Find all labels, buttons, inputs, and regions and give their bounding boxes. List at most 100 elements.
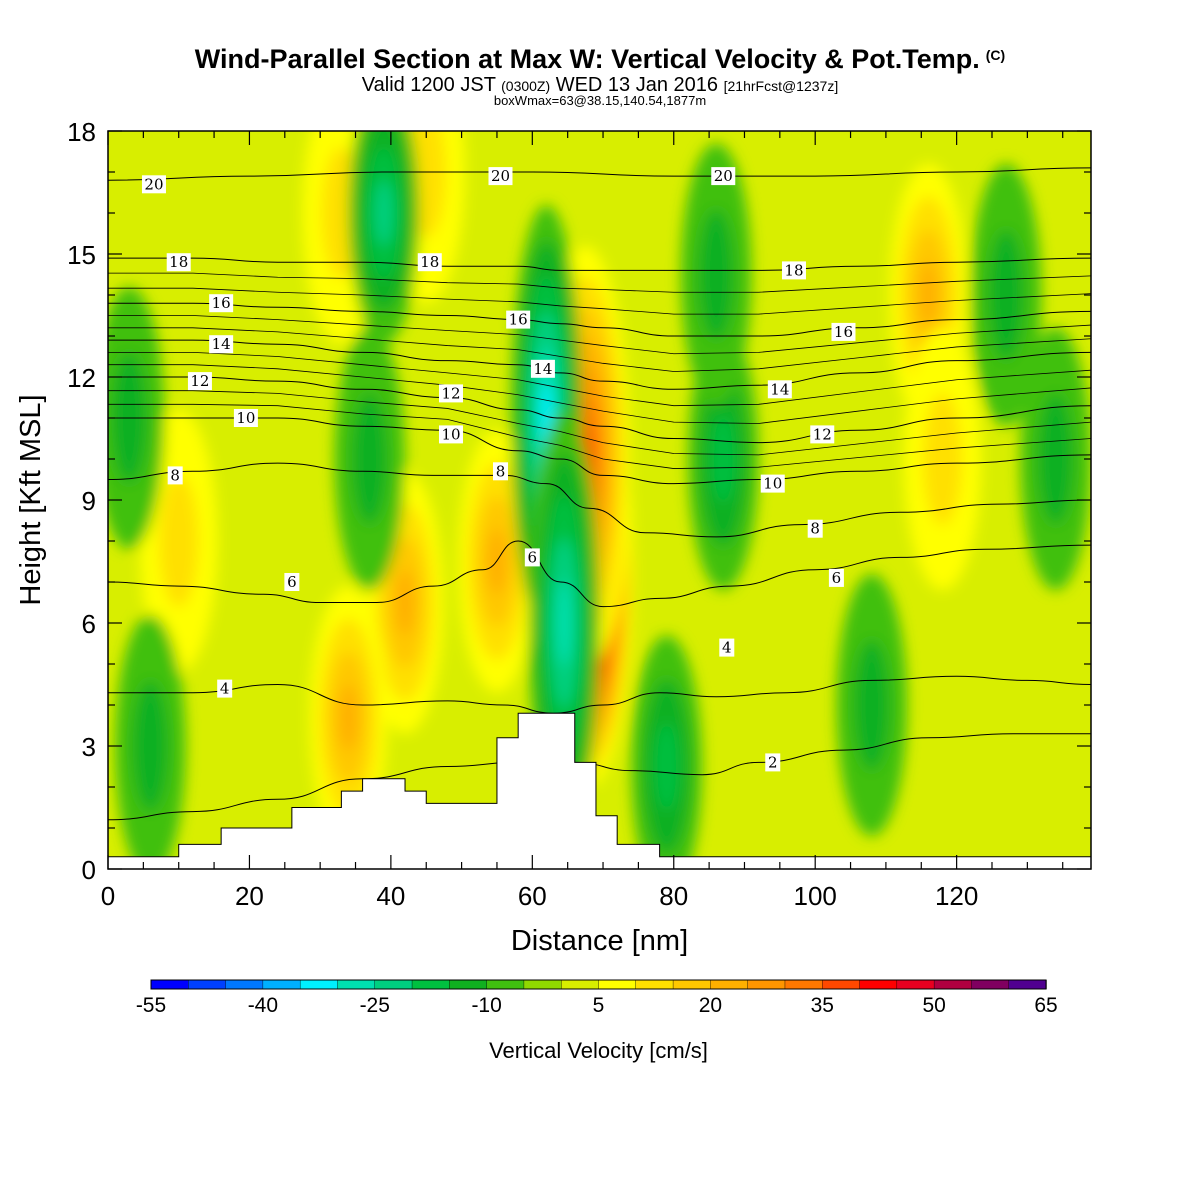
isentrope-label: 6 bbox=[524, 548, 540, 567]
box-info: boxWmax=63@38.15,140.54,1877m bbox=[493, 93, 707, 108]
isentrope-label: 16 bbox=[506, 310, 531, 329]
isentrope-label: 8 bbox=[807, 519, 823, 538]
colorbar-cell bbox=[411, 979, 451, 990]
colorbar-cell bbox=[710, 979, 749, 990]
x-tick-label: 40 bbox=[376, 881, 405, 911]
isentrope-label-text: 10 bbox=[236, 409, 255, 427]
isentrope-label: 12 bbox=[187, 372, 212, 391]
isentrope-label-text: 20 bbox=[714, 167, 733, 185]
colorbar-tick-label: -10 bbox=[471, 994, 501, 1017]
isentrope-label: 8 bbox=[492, 462, 508, 481]
colorbar-cell bbox=[635, 979, 674, 990]
isentrope-label-text: 16 bbox=[509, 311, 528, 329]
y-tick-label: 18 bbox=[67, 117, 96, 147]
velocity-contour bbox=[132, 680, 169, 812]
colorbar-cell bbox=[449, 979, 488, 990]
isentrope-label: 4 bbox=[217, 679, 233, 698]
downdraft-core bbox=[115, 614, 186, 869]
isentrope-label-text: 20 bbox=[491, 167, 510, 185]
velocity-contour bbox=[854, 639, 890, 771]
isentrope-label-text: 10 bbox=[763, 475, 782, 493]
isentrope-label-text: 8 bbox=[810, 520, 820, 538]
isentrope-label: 18 bbox=[417, 253, 442, 272]
velocity-contour bbox=[395, 569, 415, 636]
isentrope-4 bbox=[108, 675, 1091, 714]
isentrope-label-text: 18 bbox=[784, 261, 803, 279]
colorbar-cell bbox=[971, 979, 1010, 990]
isentrope-label-text: 18 bbox=[420, 253, 439, 271]
colorbar-cell bbox=[561, 979, 600, 990]
isentrope-minor bbox=[108, 315, 1091, 355]
colorbar-cell bbox=[672, 979, 712, 990]
colorbar-cell bbox=[299, 979, 339, 990]
velocity-contour bbox=[654, 722, 679, 811]
isentrope-label: 6 bbox=[828, 568, 844, 587]
velocity-contour bbox=[159, 475, 199, 607]
isentrope-label-text: 6 bbox=[287, 573, 297, 591]
colorbar-tick-label: 50 bbox=[922, 994, 945, 1017]
colorbar-cell bbox=[486, 979, 525, 990]
isentrope-label-text: 20 bbox=[144, 175, 163, 193]
isentrope-label-text: 16 bbox=[834, 323, 853, 341]
x-tick-label: 120 bbox=[935, 881, 978, 911]
isentrope-8 bbox=[108, 462, 1091, 538]
isentrope-label: 20 bbox=[488, 167, 513, 186]
colorbar-tick-label: -55 bbox=[136, 994, 166, 1017]
isentrope-label: 20 bbox=[141, 175, 166, 194]
downdraft-core bbox=[970, 163, 1042, 427]
chart-subtitle: Valid 1200 JST (0300Z) WED 13 Jan 2016 [… bbox=[361, 74, 839, 96]
isentrope-label: 20 bbox=[711, 167, 736, 186]
colorbar-cell bbox=[225, 979, 264, 990]
colorbar-cell bbox=[262, 979, 301, 990]
y-axis: 0 3 6 9 12 15 18 bbox=[67, 117, 1091, 885]
isentrope-minor bbox=[108, 287, 1091, 315]
isentrope-20 bbox=[108, 167, 1091, 181]
velocity-contour bbox=[923, 393, 962, 525]
chart-title: Wind-Parallel Section at Max W: Vertical… bbox=[194, 44, 1006, 74]
isentrope-label: 10 bbox=[760, 474, 785, 493]
vertical-velocity-field bbox=[108, 131, 1091, 869]
downdraft-core bbox=[680, 143, 752, 406]
colorbar-cell bbox=[747, 979, 786, 990]
isentrope-label-text: 6 bbox=[832, 569, 842, 587]
y-tick-label: 12 bbox=[67, 363, 96, 393]
isentrope-label-text: 12 bbox=[813, 425, 832, 443]
isentrope-12 bbox=[108, 376, 1091, 444]
velocity-contour bbox=[698, 208, 734, 341]
colorbar-label: Vertical Velocity [cm/s] bbox=[489, 1038, 708, 1063]
isentrope-label-text: 4 bbox=[220, 680, 230, 698]
isentrope-18 bbox=[108, 257, 1091, 271]
velocity-contour bbox=[1037, 393, 1074, 525]
isentrope-16 bbox=[108, 302, 1091, 337]
isentrope-label-text: 14 bbox=[212, 335, 231, 353]
velocity-contour bbox=[374, 180, 393, 246]
isentrope-2 bbox=[108, 733, 1091, 821]
downdraft-core bbox=[836, 573, 908, 837]
velocity-contour bbox=[338, 684, 359, 751]
isentrope-label: 18 bbox=[781, 261, 806, 280]
x-tick-label: 60 bbox=[518, 881, 547, 911]
isentrope-minor bbox=[108, 403, 1091, 469]
isentrope-label: 12 bbox=[438, 384, 463, 403]
y-tick-label: 15 bbox=[67, 240, 96, 270]
isentrope-label-text: 8 bbox=[170, 466, 180, 484]
isentrope-label: 8 bbox=[167, 466, 183, 485]
copyright-mark: (C) bbox=[985, 47, 1006, 63]
velocity-contour bbox=[988, 229, 1024, 361]
isentrope-label-text: 2 bbox=[768, 753, 778, 771]
isentrope-label: 6 bbox=[284, 573, 300, 591]
y-tick-label: 3 bbox=[82, 732, 96, 762]
isentrope-label: 14 bbox=[530, 359, 555, 378]
colorbar-tick-label: 65 bbox=[1034, 994, 1057, 1017]
colorbar-cell bbox=[337, 979, 376, 990]
isentropes bbox=[108, 167, 1091, 821]
y-tick-label: 9 bbox=[82, 486, 96, 516]
colorbar-cell bbox=[896, 979, 935, 990]
colorbar-cell bbox=[523, 979, 562, 990]
isentrope-label: 16 bbox=[831, 322, 856, 341]
isentrope-label-text: 16 bbox=[212, 294, 231, 312]
colorbar-tick-label: -25 bbox=[360, 994, 390, 1017]
